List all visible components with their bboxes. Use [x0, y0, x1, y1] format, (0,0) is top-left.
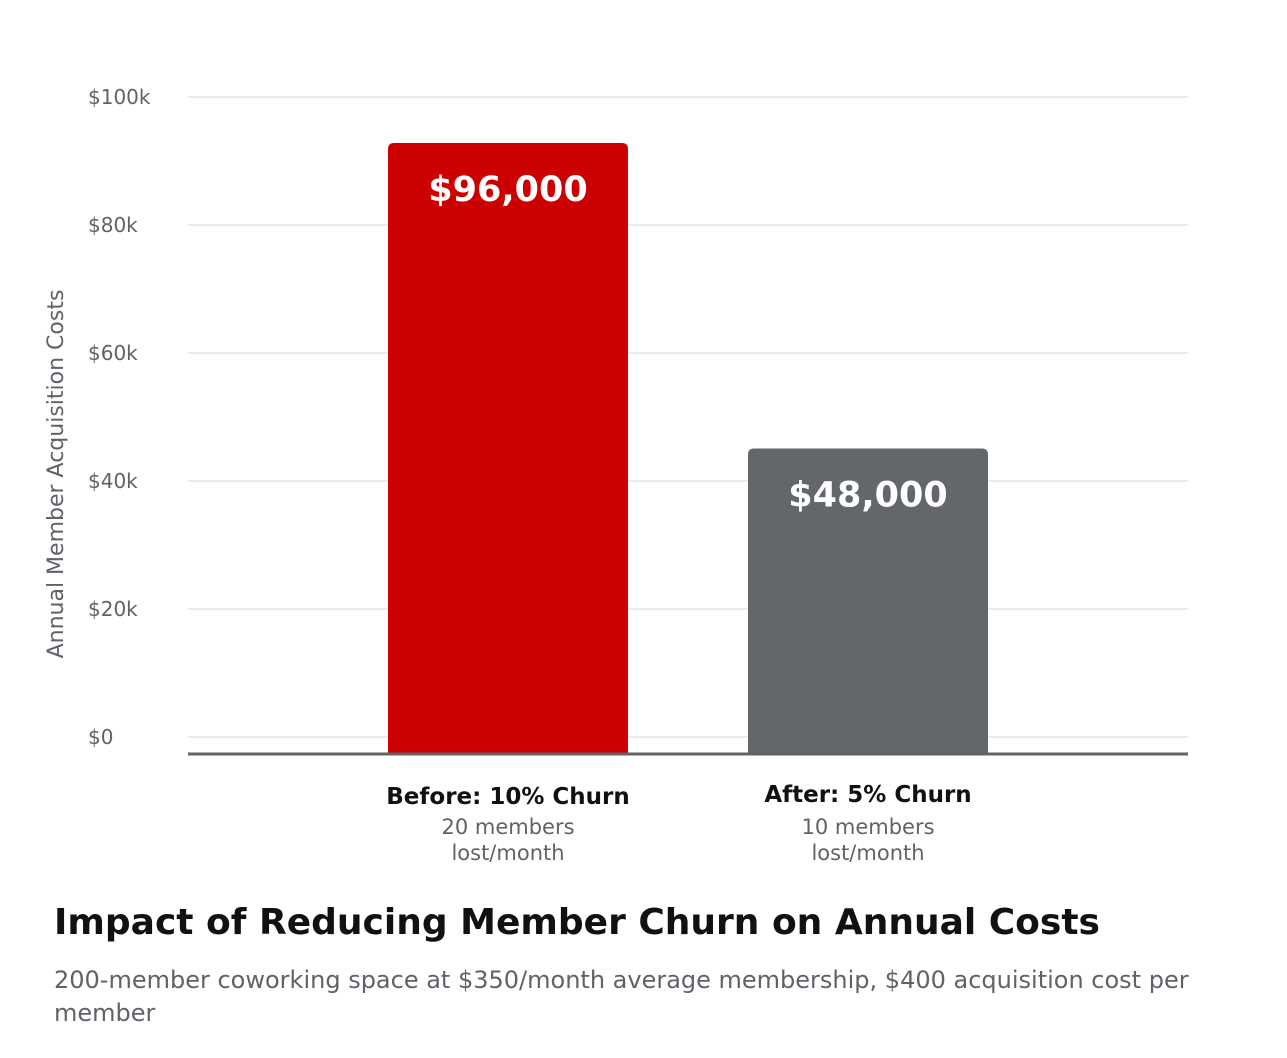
x-tick-sublabel: 20 members [441, 815, 574, 839]
x-tick-label: Before: 10% Churn [386, 784, 630, 810]
data-label: $48,000 [788, 476, 947, 516]
y-tick-label: $60k [88, 341, 138, 365]
bar-chart: $0 $20k $40k $60k $80k $100k $96,000 $48,000 B… [44, 85, 1188, 865]
x-tick-sublabel: 10 members [801, 815, 934, 839]
y-tick-label: $0 [88, 725, 113, 749]
chart-title: Impact of Reducing Member Churn on Annua… [54, 902, 1100, 943]
bar [748, 448, 988, 754]
x-tick-label: After: 5% Churn [764, 782, 971, 808]
y-tick-label: $20k [88, 597, 138, 621]
chart-subtitle: 200-member coworking space at $350/month… [54, 966, 1189, 1027]
data-label: $96,000 [428, 170, 587, 210]
y-tick-label: $40k [88, 469, 138, 493]
bar [388, 143, 628, 754]
x-tick-sublabel: lost/month [811, 841, 924, 865]
x-tick-sublabel: lost/month [451, 841, 564, 865]
y-tick-label: $80k [88, 213, 138, 237]
y-tick-label: $100k [88, 85, 151, 109]
y-axis-label: Annual Member Acquisition Costs [44, 290, 69, 659]
